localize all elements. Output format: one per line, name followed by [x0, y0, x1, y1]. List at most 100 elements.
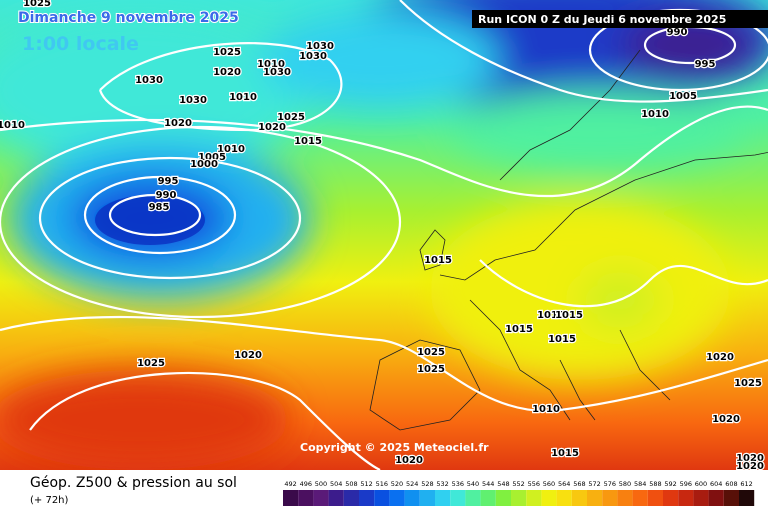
- scale-swatch: [739, 490, 755, 506]
- isobar-label: 1020: [706, 352, 734, 363]
- isobar-label: 1030: [306, 41, 334, 52]
- isobar-label: 1010: [229, 92, 257, 103]
- isobar-label: 1015: [555, 310, 583, 321]
- scale-swatch: [419, 490, 435, 506]
- run-banner: [472, 10, 768, 28]
- isobar-label: 1020: [736, 461, 764, 472]
- scale-label: 492: [284, 480, 296, 488]
- isobar-label: 1005: [669, 91, 697, 102]
- scale-label: 612: [740, 480, 752, 488]
- scale-swatch: [328, 490, 344, 506]
- isobar-label: 1015: [551, 448, 579, 459]
- scale-label: 496: [300, 480, 312, 488]
- scale-label: 600: [695, 480, 707, 488]
- isobar-label: 1020: [213, 67, 241, 78]
- scale-label: 532: [436, 480, 448, 488]
- scale-label: 560: [543, 480, 555, 488]
- scale-label: 548: [497, 480, 509, 488]
- isobar-label: 1025: [734, 378, 762, 389]
- scale-label: 608: [725, 480, 737, 488]
- isobar-label: 1030: [135, 75, 163, 86]
- scale-label: 552: [512, 480, 524, 488]
- scale-swatch: [617, 490, 633, 506]
- isobar-label: 1025: [417, 347, 445, 358]
- isobar-label: 1015: [294, 136, 322, 147]
- scale-swatch: [374, 490, 390, 506]
- isobar-label: 990: [156, 190, 177, 201]
- scale-swatch: [511, 490, 527, 506]
- scale-label: 544: [482, 480, 494, 488]
- footer-title: Géop. Z500 & pression au sol: [30, 475, 237, 491]
- scale-label: 524: [406, 480, 418, 488]
- scale-swatch: [404, 490, 420, 506]
- run-label: Run ICON 0 Z du Jeudi 6 novembre 2025: [478, 13, 726, 26]
- isobar-label: 985: [149, 202, 170, 213]
- scale-swatch: [389, 490, 405, 506]
- scale-label: 500: [315, 480, 327, 488]
- coastlines: [369, 49, 768, 431]
- isobar-label: 1015: [548, 334, 576, 345]
- scale-swatch: [526, 490, 542, 506]
- footer-lead: (+ 72h): [30, 495, 69, 506]
- isobar-label: 1010: [537, 310, 565, 321]
- scale-label: 512: [360, 480, 372, 488]
- scale-swatch: [465, 490, 481, 506]
- color-scale: 492 496 500 504 508 512 516 520 524 528 532 536 540 5…: [283, 480, 755, 506]
- scale-label: 584: [634, 480, 646, 488]
- scale-label: 604: [710, 480, 722, 488]
- scale-label: 536: [452, 480, 464, 488]
- isobar-label: 990: [667, 27, 688, 38]
- scale-swatch: [480, 490, 496, 506]
- time-label: 1:00 locale: [22, 33, 139, 55]
- isobar-label: 1025: [277, 112, 305, 123]
- isobar-label: 1015: [424, 255, 452, 266]
- isobar-label: 1025: [137, 358, 165, 369]
- isobar-label: 1030: [179, 95, 207, 106]
- scale-swatch: [678, 490, 694, 506]
- isobar-label: 1010: [257, 59, 285, 70]
- scale-swatch: [587, 490, 603, 506]
- isobar-label: 1020: [234, 350, 262, 361]
- isobar-label: 1010: [532, 404, 560, 415]
- scale-swatch: [450, 490, 466, 506]
- scale-swatch: [693, 490, 709, 506]
- isobar-label: 1005: [198, 152, 226, 163]
- scale-swatch: [556, 490, 572, 506]
- isobar-label: 1025: [417, 364, 445, 375]
- scale-label: 592: [664, 480, 676, 488]
- scale-swatch: [541, 490, 557, 506]
- scale-swatch: [647, 490, 663, 506]
- scale-swatch: [571, 490, 587, 506]
- scale-swatch: [313, 490, 329, 506]
- scale-label: 568: [573, 480, 585, 488]
- isobar-label: 1000: [190, 159, 218, 170]
- scale-label: 504: [330, 480, 342, 488]
- scale-label: 520: [391, 480, 403, 488]
- scale-label: 540: [467, 480, 479, 488]
- isobar-label: 995: [695, 59, 716, 70]
- scale-swatch: [723, 490, 739, 506]
- scale-swatch: [435, 490, 451, 506]
- copyright: Copyright © 2025 Meteociel.fr: [300, 441, 489, 454]
- isobar-label: 1025: [213, 47, 241, 58]
- date-label: Dimanche 9 novembre 2025: [18, 10, 239, 26]
- isobar-label: 1020: [712, 414, 740, 425]
- isobar-label: 1015: [505, 324, 533, 335]
- scale-swatch: [632, 490, 648, 506]
- scale-label: 556: [528, 480, 540, 488]
- scale-label: 508: [345, 480, 357, 488]
- scale-label: 580: [619, 480, 631, 488]
- scale-label: 528: [421, 480, 433, 488]
- isobar-label: 995: [158, 176, 179, 187]
- scale-swatch: [708, 490, 724, 506]
- scale-swatch: [663, 490, 679, 506]
- scale-swatch: [283, 490, 299, 506]
- isobar-label: 1010: [0, 120, 25, 131]
- scale-label: 596: [680, 480, 692, 488]
- isobar-label: 1020: [258, 122, 286, 133]
- isobar-label: 1020: [736, 453, 764, 464]
- isobar-label: 1020: [164, 118, 192, 129]
- isobar-label: 1025: [23, 0, 51, 9]
